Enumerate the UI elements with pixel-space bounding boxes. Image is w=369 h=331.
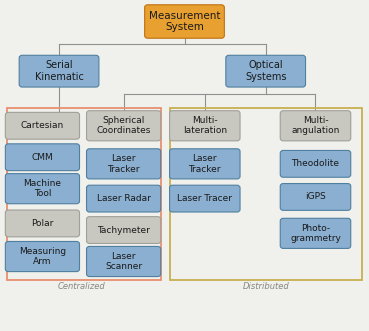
Text: Cartesian: Cartesian xyxy=(21,121,64,130)
FancyBboxPatch shape xyxy=(86,217,161,244)
Text: Multi-
lateration: Multi- lateration xyxy=(183,116,227,135)
Text: Laser Radar: Laser Radar xyxy=(97,194,151,203)
FancyBboxPatch shape xyxy=(86,246,161,277)
FancyBboxPatch shape xyxy=(6,144,80,171)
Text: CMM: CMM xyxy=(32,153,53,162)
FancyBboxPatch shape xyxy=(145,5,224,38)
Text: Polar: Polar xyxy=(31,219,54,228)
FancyBboxPatch shape xyxy=(6,113,80,139)
Text: Spherical
Coordinates: Spherical Coordinates xyxy=(96,116,151,135)
Text: Multi-
angulation: Multi- angulation xyxy=(291,116,340,135)
FancyBboxPatch shape xyxy=(86,111,161,141)
Text: Theodolite: Theodolite xyxy=(292,159,339,168)
Text: Laser
Scanner: Laser Scanner xyxy=(105,252,142,271)
Text: Centralized: Centralized xyxy=(57,282,105,291)
Text: Measurement
System: Measurement System xyxy=(149,11,220,32)
FancyBboxPatch shape xyxy=(86,185,161,212)
FancyBboxPatch shape xyxy=(280,150,351,177)
Text: Laser
Tracker: Laser Tracker xyxy=(189,154,221,173)
Text: Measuring
Arm: Measuring Arm xyxy=(19,247,66,266)
FancyBboxPatch shape xyxy=(280,111,351,141)
Text: Photo-
grammetry: Photo- grammetry xyxy=(290,224,341,243)
FancyBboxPatch shape xyxy=(280,183,351,211)
Bar xyxy=(170,108,362,280)
FancyBboxPatch shape xyxy=(6,210,80,237)
FancyBboxPatch shape xyxy=(169,149,240,179)
Bar xyxy=(7,108,161,280)
FancyBboxPatch shape xyxy=(19,55,99,87)
FancyBboxPatch shape xyxy=(226,55,306,87)
FancyBboxPatch shape xyxy=(169,111,240,141)
Text: Tachymeter: Tachymeter xyxy=(97,225,150,235)
Text: iGPS: iGPS xyxy=(305,192,326,202)
FancyBboxPatch shape xyxy=(6,242,80,271)
FancyBboxPatch shape xyxy=(6,173,80,204)
Text: Machine
Tool: Machine Tool xyxy=(24,179,61,198)
Text: Laser
Tracker: Laser Tracker xyxy=(107,154,140,173)
FancyBboxPatch shape xyxy=(280,218,351,248)
FancyBboxPatch shape xyxy=(86,149,161,179)
Text: Serial
Kinematic: Serial Kinematic xyxy=(35,60,83,82)
Text: Distributed: Distributed xyxy=(242,282,289,291)
FancyBboxPatch shape xyxy=(169,185,240,212)
Text: Laser Tracer: Laser Tracer xyxy=(177,194,232,203)
Text: Optical
Systems: Optical Systems xyxy=(245,60,286,82)
